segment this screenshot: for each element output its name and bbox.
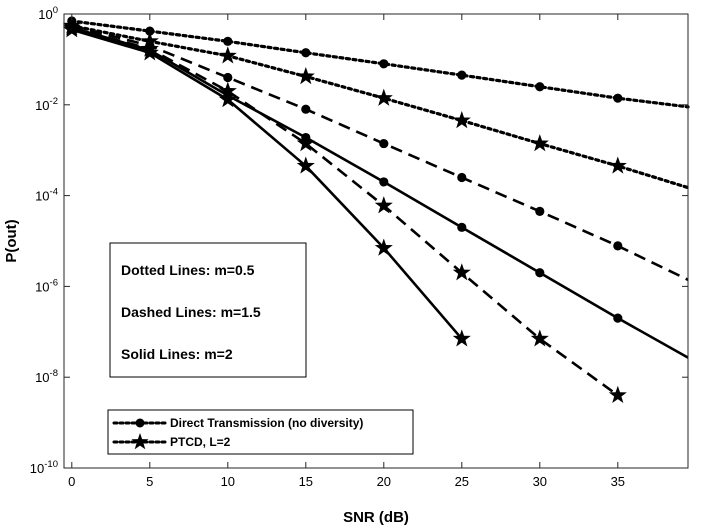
data-point-circle <box>457 222 467 232</box>
data-point-star <box>530 134 549 152</box>
legend-marker-star <box>131 433 149 450</box>
y-tick-label: 10-2 <box>35 96 58 113</box>
data-point-circle <box>613 241 623 251</box>
data-point-star <box>374 196 393 214</box>
data-point-circle <box>223 36 233 46</box>
plot-frame <box>63 13 689 469</box>
x-tick-label: 15 <box>299 474 313 489</box>
data-point-circle <box>613 93 623 103</box>
data-point-star <box>530 329 549 347</box>
data-point-circle <box>379 59 389 69</box>
data-point-circle <box>457 70 467 80</box>
data-point-circle <box>301 48 311 58</box>
legend-label-ptcd: PTCD, L=2 <box>170 435 231 449</box>
data-point-star <box>608 156 627 174</box>
y-tick-label: 10-6 <box>35 277 58 294</box>
data-point-circle <box>223 72 233 83</box>
data-point-star <box>296 67 315 85</box>
annotation-frame <box>109 242 307 378</box>
x-tick-label: 25 <box>455 474 469 489</box>
data-point-circle <box>457 172 467 183</box>
data-point-star <box>374 238 393 256</box>
data-point-circle <box>535 82 545 92</box>
data-point-star <box>608 385 627 403</box>
y-axis-title: P(out) <box>3 219 20 262</box>
data-point-circle <box>145 26 155 36</box>
annotation-solid: Solid Lines: m=2 <box>121 346 233 362</box>
x-tick-label: 5 <box>146 474 153 489</box>
annotation-dashed: Dashed Lines: m=1.5 <box>121 304 261 320</box>
data-point-star <box>452 263 471 281</box>
data-point-star <box>452 111 471 129</box>
data-point-circle <box>535 268 545 278</box>
data-point-star <box>452 329 471 347</box>
data-point-star <box>296 156 315 174</box>
data-point-circle <box>301 132 311 143</box>
legend-label-direct: Direct Transmission (no diversity) <box>170 416 363 430</box>
y-tick-label: 10-10 <box>30 459 58 476</box>
data-point-circle <box>535 206 545 216</box>
data-point-star <box>62 20 81 38</box>
data-point-circle <box>379 177 389 187</box>
series-line-star-m1_5 <box>71 26 619 397</box>
legend-frame <box>107 409 414 455</box>
x-tick-label: 0 <box>68 474 75 489</box>
tick-layer: 0 5 10 15 20 25 30 35 100 10-2 10-4 10-6 10-8 10-10 <box>30 5 688 489</box>
data-point-circle <box>379 138 389 149</box>
data-point-circle <box>301 104 311 114</box>
x-tick-label: 20 <box>377 474 391 489</box>
legend: Direct Transmission (no diversity) PTCD,… <box>107 409 414 455</box>
data-point-star <box>140 43 159 61</box>
series-line-circle-m0_5 <box>70 19 690 109</box>
legend-marker-circle <box>135 418 145 428</box>
data-point-star <box>218 90 237 108</box>
y-tick-label: 100 <box>38 5 58 22</box>
x-tick-label: 35 <box>611 474 625 489</box>
data-point-circle <box>613 313 623 323</box>
data-point-star <box>218 46 237 64</box>
y-tick-label: 10-4 <box>35 187 58 204</box>
y-tick-label: 10-8 <box>35 368 58 385</box>
series-line-star-m2 <box>71 28 463 340</box>
x-tick-label: 30 <box>533 474 547 489</box>
marker-layer <box>62 16 627 403</box>
x-axis-title: SNR (dB) <box>343 509 409 526</box>
annotation-box: Dotted Lines: m=0.5 Dashed Lines: m=1.5 … <box>109 242 307 378</box>
x-tick-label: 10 <box>221 474 235 489</box>
annotation-dotted: Dotted Lines: m=0.5 <box>121 262 255 278</box>
data-point-star <box>296 134 315 152</box>
data-point-star <box>374 88 393 106</box>
